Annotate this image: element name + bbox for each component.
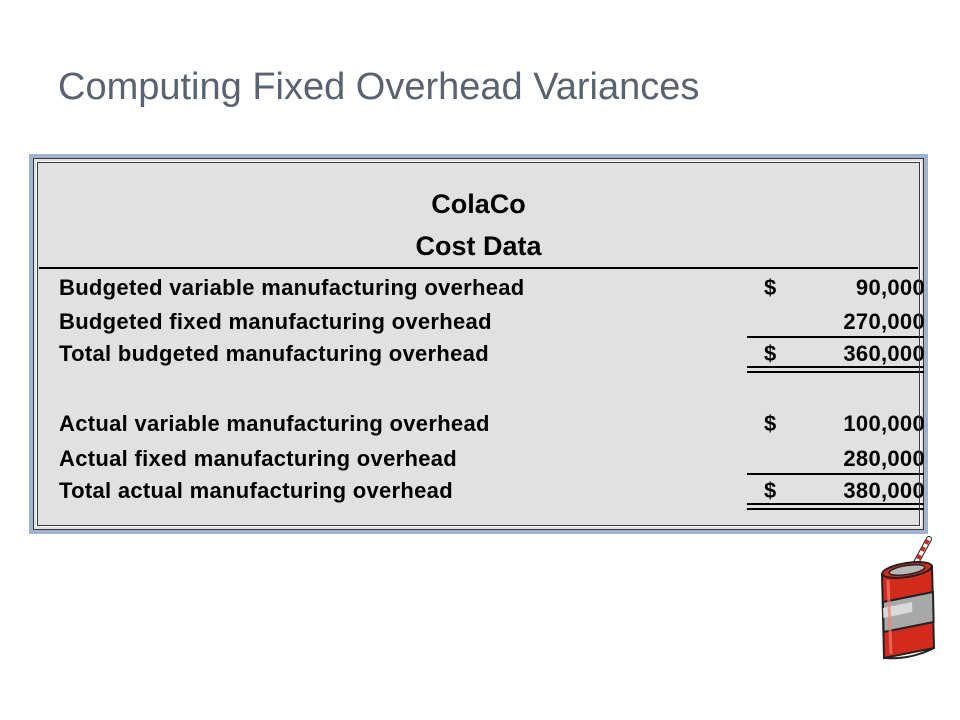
subtotal-rule bbox=[747, 336, 924, 338]
table-row: Actual fixed manufacturing overhead 280,… bbox=[59, 446, 925, 478]
row-amount: 90,000 bbox=[855, 275, 925, 300]
table-row: Budgeted fixed manufacturing overhead 27… bbox=[59, 309, 925, 341]
row-amount: 270,000 bbox=[843, 309, 925, 334]
total-double-rule bbox=[747, 366, 924, 373]
subtotal-rule bbox=[747, 473, 924, 475]
table-row: Total budgeted manufacturing overhead $ … bbox=[59, 341, 925, 373]
row-amount: 380,000 bbox=[843, 478, 925, 503]
header-divider bbox=[39, 267, 918, 269]
row-currency: $ bbox=[764, 478, 777, 503]
row-label: Budgeted fixed manufacturing overhead bbox=[59, 309, 492, 334]
row-label: Budgeted variable manufacturing overhead bbox=[59, 275, 525, 300]
row-currency: $ bbox=[764, 411, 777, 436]
cost-data-table: ColaCo Cost Data Budgeted variable manuf… bbox=[29, 154, 928, 534]
row-amount: 360,000 bbox=[843, 341, 925, 366]
row-currency: $ bbox=[764, 275, 777, 300]
table-row: Total actual manufacturing overhead $ 38… bbox=[59, 478, 925, 510]
row-label: Actual fixed manufacturing overhead bbox=[59, 446, 458, 471]
row-label: Actual variable manufacturing overhead bbox=[59, 411, 490, 436]
row-amount: 280,000 bbox=[843, 446, 925, 471]
cost-data-table-body: ColaCo Cost Data Budgeted variable manuf… bbox=[33, 158, 925, 530]
row-amount: 100,000 bbox=[843, 411, 925, 436]
soda-can-icon bbox=[880, 536, 936, 660]
table-subtitle: Cost Data bbox=[415, 231, 542, 261]
slide-title: Computing Fixed Overhead Variances bbox=[58, 66, 700, 108]
table-row: Actual variable manufacturing overhead $… bbox=[59, 411, 925, 443]
row-currency: $ bbox=[764, 341, 777, 366]
table-row: Budgeted variable manufacturing overhead… bbox=[59, 275, 925, 307]
company-name: ColaCo bbox=[431, 189, 526, 219]
row-label: Total budgeted manufacturing overhead bbox=[59, 341, 489, 366]
row-label: Total actual manufacturing overhead bbox=[59, 478, 453, 503]
total-double-rule bbox=[747, 503, 924, 510]
